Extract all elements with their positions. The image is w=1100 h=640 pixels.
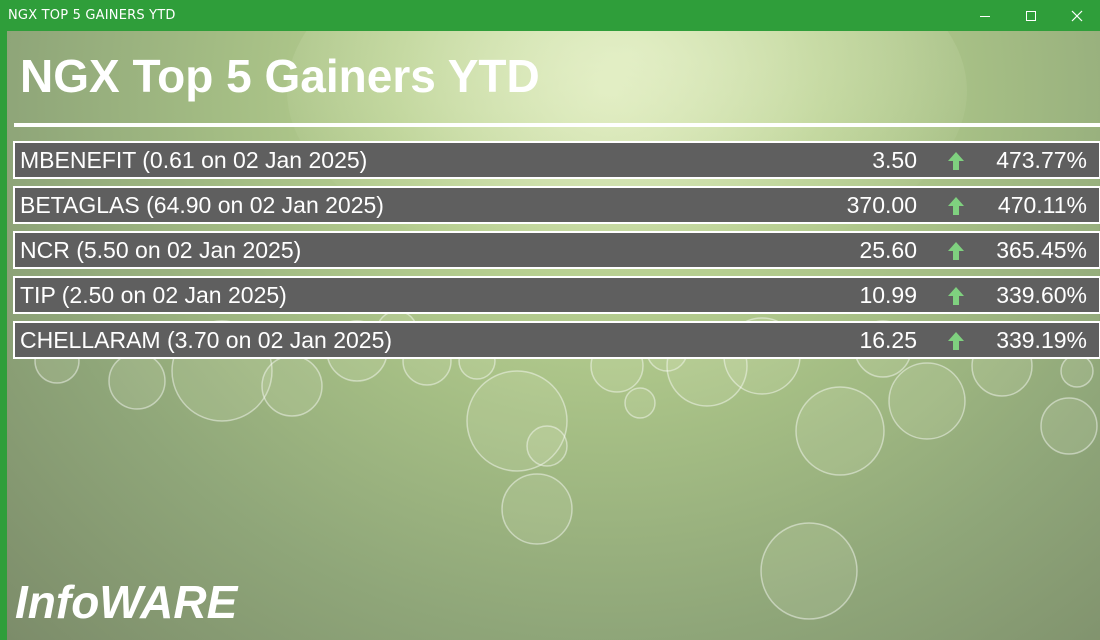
stock-price: 16.25 (859, 327, 917, 353)
stock-price: 370.00 (846, 192, 917, 218)
stock-name: NCR (5.50 on 02 Jan 2025) (20, 237, 302, 263)
stock-name: MBENEFIT (0.61 on 02 Jan 2025) (20, 147, 368, 173)
stock-change: 365.45% (996, 237, 1087, 263)
up-arrow-icon (948, 152, 964, 170)
close-icon (1071, 10, 1083, 21)
stock-name: CHELLARAM (3.70 on 02 Jan 2025) (20, 327, 393, 353)
maximize-button[interactable] (1008, 0, 1054, 31)
up-arrow-icon (948, 197, 964, 215)
gainer-row[interactable]: TIP (2.50 on 02 Jan 2025) 10.99 339.60% (13, 276, 1100, 314)
minimize-icon (980, 15, 990, 17)
minimize-button[interactable] (962, 0, 1008, 31)
stock-price: 10.99 (859, 282, 917, 308)
stock-name: TIP (2.50 on 02 Jan 2025) (20, 282, 287, 308)
gainer-row[interactable]: BETAGLAS (64.90 on 02 Jan 2025) 370.00 4… (13, 186, 1100, 224)
title-bar[interactable]: NGX TOP 5 GAINERS YTD (0, 0, 1100, 31)
main-panel: NGX Top 5 Gainers YTD MBENEFIT (0.61 on … (7, 31, 1100, 640)
window-title: NGX TOP 5 GAINERS YTD (8, 8, 176, 23)
stock-change: 470.11% (997, 192, 1087, 218)
stock-change: 473.77% (996, 147, 1087, 173)
gainer-row[interactable]: CHELLARAM (3.70 on 02 Jan 2025) 16.25 33… (13, 321, 1100, 359)
up-arrow-icon (948, 332, 964, 350)
up-arrow-icon (948, 242, 964, 260)
stock-name: BETAGLAS (64.90 on 02 Jan 2025) (20, 192, 384, 218)
gainer-row[interactable]: NCR (5.50 on 02 Jan 2025) 25.60 365.45% (13, 231, 1100, 269)
title-divider (14, 123, 1100, 127)
gainer-row[interactable]: MBENEFIT (0.61 on 02 Jan 2025) 3.50 473.… (13, 141, 1100, 179)
page-title: NGX Top 5 Gainers YTD (20, 50, 540, 102)
window-left-border (0, 31, 7, 640)
stock-price: 3.50 (872, 147, 917, 173)
stock-price: 25.60 (859, 237, 917, 263)
stock-change: 339.60% (996, 282, 1087, 308)
up-arrow-icon (948, 287, 964, 305)
maximize-icon (1026, 10, 1036, 21)
close-button[interactable] (1054, 0, 1100, 31)
stock-change: 339.19% (996, 327, 1087, 353)
infoware-logo: InfoWARE (15, 576, 238, 628)
